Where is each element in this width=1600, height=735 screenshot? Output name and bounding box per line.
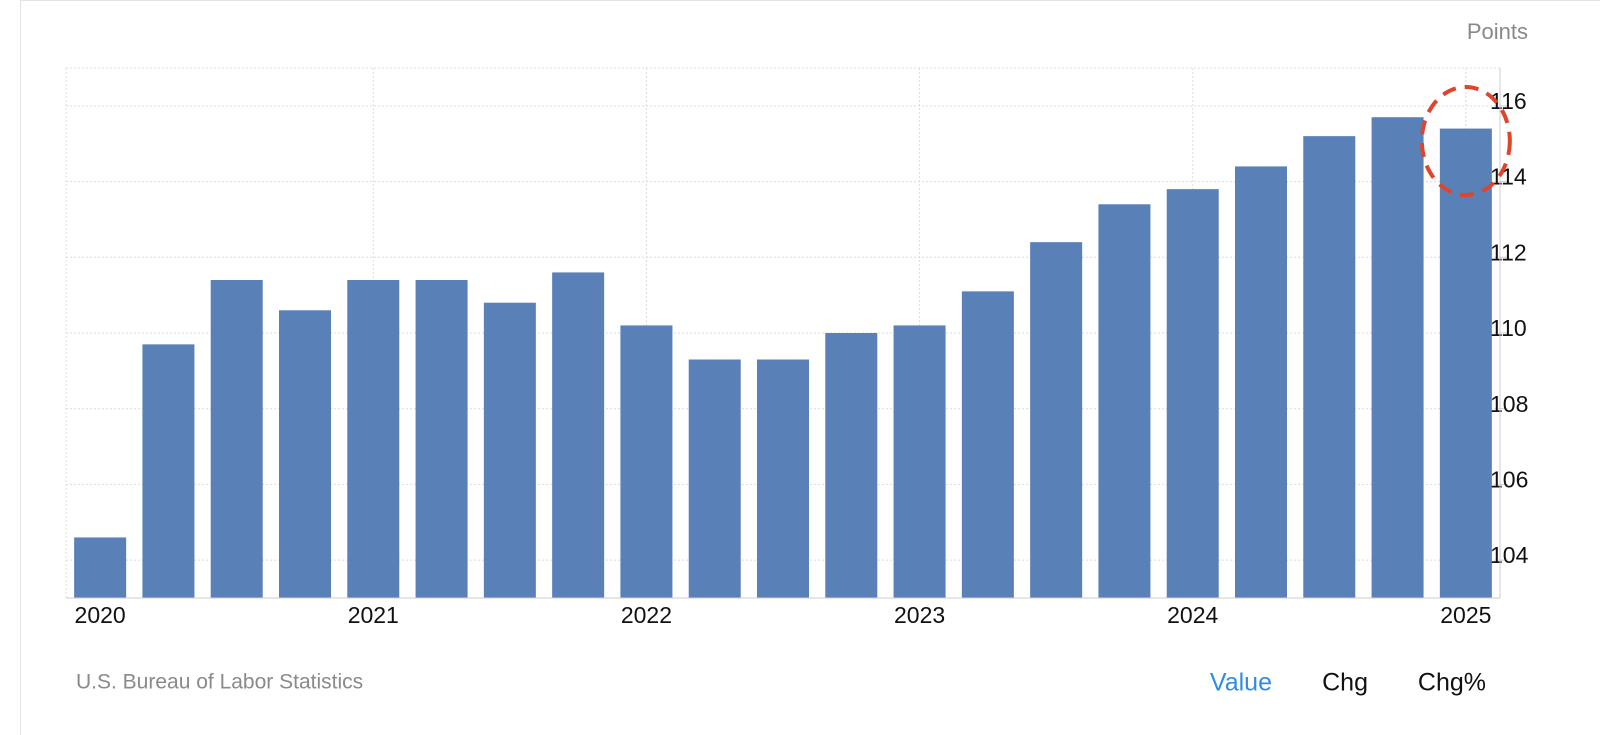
- y-tick-label: 106: [1490, 467, 1528, 493]
- y-tick-label: 104: [1490, 542, 1529, 568]
- bar: [279, 310, 331, 598]
- bar: [893, 325, 946, 598]
- x-tick-label: 2024: [1167, 602, 1218, 628]
- bar: [210, 280, 263, 598]
- bar: [347, 280, 400, 598]
- bar: [1371, 117, 1424, 598]
- tabs: Value Chg Chg%: [1210, 669, 1486, 697]
- tab[interactable]: Value: [1210, 669, 1272, 697]
- x-tick-label: 2021: [348, 602, 399, 628]
- y-tick-label: 114: [1490, 164, 1527, 190]
- bar: [961, 291, 1014, 598]
- source: U.S. Bureau of Labor Statistics: [76, 671, 363, 694]
- bar: [1030, 242, 1083, 598]
- x-tick-label: 2022: [621, 602, 672, 628]
- bar: [552, 272, 605, 598]
- bar: [688, 359, 741, 598]
- highlight-circle: [1419, 85, 1512, 197]
- y-tick-label: 112: [1490, 239, 1527, 265]
- bar: [1166, 189, 1219, 598]
- bar: [74, 537, 127, 598]
- tab[interactable]: Chg: [1322, 669, 1368, 697]
- bar: [415, 280, 468, 598]
- bar: [620, 325, 673, 598]
- y-tick-label: 108: [1490, 391, 1528, 417]
- bar: [1439, 128, 1492, 599]
- bars: [74, 117, 1492, 599]
- y-tick-label: 110: [1490, 315, 1527, 341]
- bar: [757, 359, 809, 598]
- x-tick-label: 2025: [1440, 602, 1491, 628]
- x-tick-label: 2020: [75, 602, 126, 628]
- x-tick-label: 2023: [894, 602, 945, 628]
- bar: [1303, 136, 1356, 598]
- unit-label: Points: [1467, 19, 1528, 44]
- bar: [1235, 166, 1287, 598]
- bar: [825, 333, 878, 598]
- bar: [483, 302, 536, 598]
- tab[interactable]: Chg%: [1418, 669, 1486, 697]
- bar: [142, 344, 195, 598]
- bar: [1098, 204, 1151, 599]
